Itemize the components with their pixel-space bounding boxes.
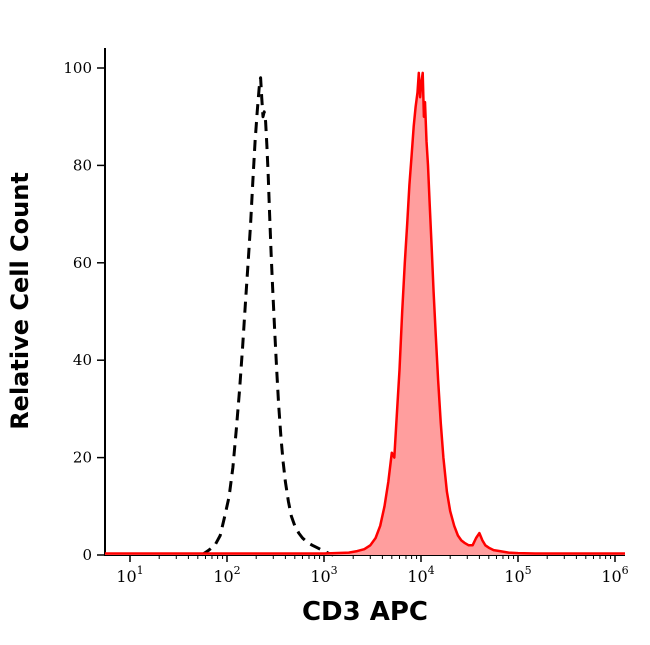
x-tick-label: 105: [504, 564, 531, 586]
x-axis-label: CD3 APC: [302, 597, 428, 627]
y-tick-label: 80: [73, 156, 92, 174]
series-cd3-apc-stained-curve: [105, 71, 625, 555]
series-isotype-control-curve: [200, 76, 334, 557]
x-tick-label: 104: [407, 564, 434, 586]
x-tick-label: 106: [601, 564, 628, 586]
x-tick-label: 101: [116, 564, 143, 586]
plot-area: 101 102 103 104 105 106 0 20 40 60 80 100: [63, 48, 629, 586]
y-tick-label: 100: [63, 59, 92, 77]
x-tick-label: 103: [310, 564, 337, 586]
y-tick-label: 0: [82, 546, 92, 564]
x-tick-label: 102: [213, 564, 240, 586]
y-tick-label: 20: [73, 449, 92, 467]
y-tick-label: 60: [73, 254, 92, 272]
series-cd3-apc-stained-fill: [105, 72, 625, 556]
y-tick-label: 40: [73, 351, 92, 369]
y-axis-label: Relative Cell Count: [6, 172, 34, 430]
